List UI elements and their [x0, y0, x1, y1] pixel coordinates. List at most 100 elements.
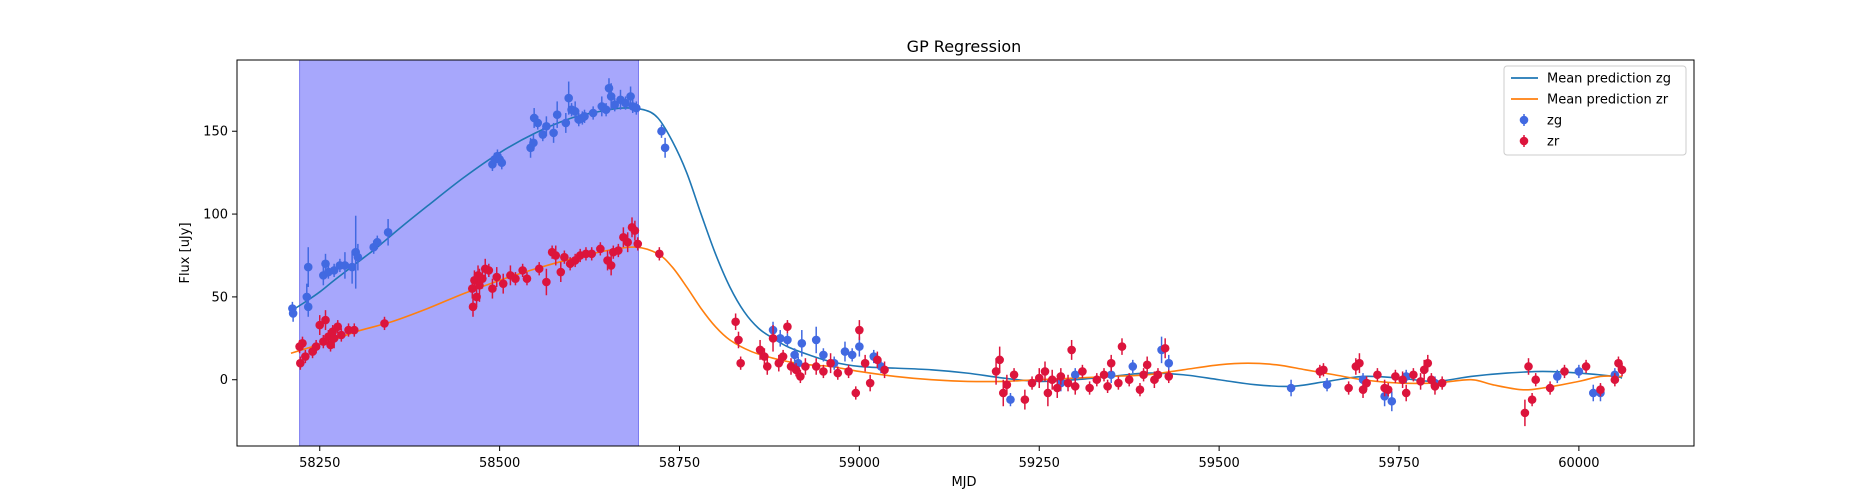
legend-entry: zg: [1519, 114, 1562, 129]
legend-dot-swatch: [1519, 115, 1529, 125]
x-tick-label: 60000: [1558, 456, 1599, 471]
zg-data-point: [303, 302, 313, 312]
x-tick-label: 58500: [479, 456, 520, 471]
zg-data-point: [632, 103, 641, 113]
zr-data-point: [1067, 345, 1076, 355]
zr-data-point: [1020, 395, 1030, 404]
zr-data-point: [1047, 375, 1057, 385]
zg-data-point: [1286, 383, 1296, 393]
zr-data-point: [1092, 375, 1102, 385]
series-zg: [288, 78, 1620, 412]
zr-data-point: [633, 239, 643, 249]
zr-data-point: [551, 251, 561, 260]
zr-data-point: [542, 277, 551, 287]
zr-data-point: [1610, 375, 1620, 385]
zg-data-point: [606, 92, 616, 101]
zr-data-point: [518, 266, 527, 275]
zr-data-point: [311, 342, 321, 351]
y-axis-label: Flux [uJy]: [178, 222, 193, 283]
zr-data-point: [511, 274, 520, 283]
zg-data-point: [588, 108, 598, 118]
zr-data-point: [296, 358, 305, 368]
zr-data-point: [1524, 362, 1533, 371]
zr-data-point: [349, 325, 359, 335]
zr-data-point: [1027, 378, 1037, 388]
zr-data-point: [484, 266, 494, 275]
zr-data-point: [534, 264, 544, 274]
legend-entry: Mean prediction zg: [1511, 72, 1671, 87]
legend-label: Mean prediction zg: [1547, 72, 1671, 87]
x-axis-label: MJD: [951, 475, 976, 490]
zg-data-point: [840, 347, 850, 356]
zr-data-point: [596, 244, 605, 254]
zr-data-point: [522, 274, 532, 283]
zr-data-point: [337, 330, 346, 340]
zr-data-point: [315, 320, 325, 330]
zr-data-point: [774, 358, 784, 368]
zr-data-point: [1596, 385, 1605, 394]
zr-data-point: [1362, 378, 1371, 388]
zr-data-point: [1427, 375, 1436, 385]
zg-data-point: [797, 338, 807, 348]
zr-data-point: [1040, 367, 1050, 376]
zg-data-point: [373, 237, 382, 247]
legend: Mean prediction zg Mean prediction zr zg zr: [1503, 65, 1687, 156]
zr-data-point: [606, 261, 616, 270]
zg-data-point: [626, 92, 635, 101]
zr-data-point: [768, 334, 778, 343]
x-tick-label: 58750: [659, 456, 700, 471]
zr-data-point: [826, 358, 835, 368]
zr-data-point: [630, 226, 640, 235]
mean-line-zg: [291, 107, 1623, 388]
plot-frame: [236, 59, 1695, 447]
zg-data-point: [580, 112, 589, 121]
series-zr: [295, 217, 1627, 427]
zr-data-point: [860, 358, 870, 368]
zr-data-point: [1085, 383, 1094, 393]
zr-data-point: [734, 335, 743, 345]
legend-label: zg: [1547, 114, 1562, 129]
zg-data-point: [660, 143, 670, 153]
zr-data-point: [1581, 362, 1591, 371]
zr-data-point: [1106, 358, 1116, 368]
x-tick-label: 58250: [299, 456, 340, 471]
x-tick-label: 59250: [1019, 456, 1060, 471]
zr-data-point: [1373, 370, 1382, 380]
zr-data-point: [498, 279, 508, 288]
zr-data-point: [833, 368, 843, 378]
y-tick-label: 100: [203, 208, 228, 223]
zr-data-point: [998, 388, 1008, 398]
plot-area: [288, 60, 1627, 446]
zg-data-point: [819, 350, 828, 360]
zr-data-point: [851, 388, 861, 398]
zg-data-point: [329, 266, 339, 275]
zr-data-point: [623, 237, 632, 247]
zg-data-point: [561, 118, 571, 128]
zr-data-point: [468, 302, 478, 312]
zg-data-point: [847, 350, 857, 360]
zr-data-point: [1398, 375, 1407, 385]
zg-data-point: [383, 227, 393, 237]
zr-data-point: [380, 319, 389, 328]
zr-data-point: [1070, 382, 1080, 391]
zr-data-point: [1063, 378, 1073, 388]
zg-data-point: [1574, 367, 1584, 376]
zg-data-point: [533, 118, 543, 128]
zr-data-point: [1617, 365, 1627, 375]
zr-data-point: [1355, 358, 1364, 368]
zg-data-point: [549, 128, 558, 138]
zg-data-point: [610, 100, 620, 110]
zr-data-point: [1391, 372, 1400, 381]
zr-data-point: [991, 367, 1001, 376]
zr-data-point: [1139, 370, 1148, 380]
zg-data-point: [621, 98, 630, 108]
zr-data-point: [855, 325, 864, 335]
zr-data-point: [791, 365, 801, 375]
zr-data-point: [1078, 367, 1087, 376]
x-tick-label: 59750: [1378, 456, 1419, 471]
zg-data-point: [604, 83, 614, 93]
zr-data-point: [1430, 382, 1440, 391]
zr-data-point: [329, 334, 339, 343]
zr-data-point: [488, 284, 497, 293]
